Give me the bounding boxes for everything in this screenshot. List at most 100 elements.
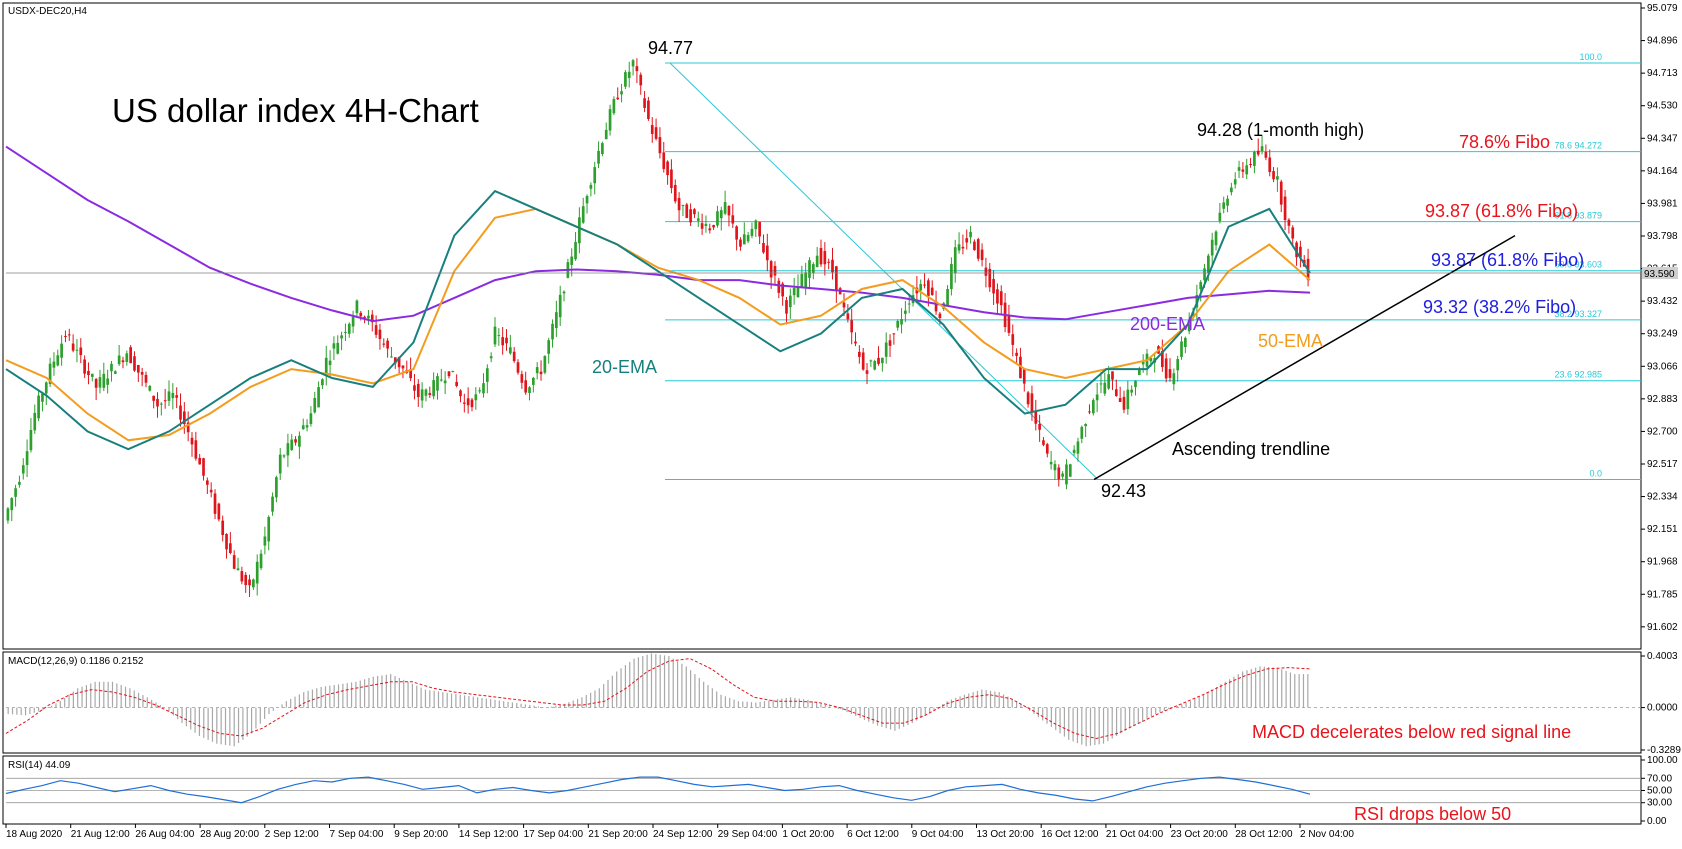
candle-body [558, 294, 562, 318]
candle-body [723, 202, 727, 214]
ascending-trendline [1093, 234, 1516, 481]
candle-body [670, 169, 673, 189]
candle-body [589, 184, 593, 189]
time-axis-label: 1 Oct 20:00 [782, 829, 834, 840]
price-axis-label: 94.713 [1647, 68, 1678, 79]
month-high-annotation: 94.28 (1-month high) [1197, 120, 1364, 140]
candle-body [313, 397, 317, 413]
candle-body [267, 516, 271, 542]
candle-body [336, 342, 340, 354]
candle-body [424, 389, 428, 396]
ema20-label: 20-EMA [592, 357, 657, 377]
candle-body [478, 390, 482, 392]
candle-body [1291, 227, 1295, 239]
candle-body [988, 268, 992, 288]
candle-body [94, 379, 98, 388]
candle-body [1214, 231, 1218, 246]
candle-body [10, 498, 14, 511]
candle-body [881, 357, 884, 364]
candle-body [1264, 151, 1268, 158]
candle-body [252, 579, 255, 588]
macd-label: MACD(12,26,9) 0.1186 0.2152 [8, 656, 144, 667]
candle-body [704, 223, 708, 226]
price-axis-label: 95.079 [1647, 3, 1678, 14]
fibonacci-levels: 100.0 78.6 94.272 61.8 93.879 50.0 93.603 38… [665, 52, 1641, 480]
time-axis-label: 21 Sep 20:00 [588, 829, 648, 840]
candle-body [815, 255, 819, 268]
macd-axis-label: 0.0000 [1647, 703, 1678, 714]
candle-body [167, 391, 171, 401]
candle-body [742, 234, 746, 245]
candle-body [796, 286, 800, 298]
rsi-axis-label: 0.00 [1647, 816, 1667, 827]
candle-body [1230, 187, 1233, 193]
rsi-annotation: RSI drops below 50 [1354, 804, 1511, 824]
candle-body [693, 209, 696, 215]
candle-body [719, 210, 723, 219]
candle-body [144, 374, 148, 383]
candle-body [56, 355, 60, 366]
candle-body [562, 291, 566, 294]
candle-body [497, 335, 501, 337]
candle-body [133, 356, 136, 371]
candle-body [121, 360, 125, 363]
price-axis-label: 92.700 [1647, 426, 1678, 437]
candle-body [1272, 171, 1275, 180]
candle-body [727, 205, 731, 216]
candle-body [1053, 464, 1057, 471]
candle-body [1107, 374, 1110, 389]
candle-body [255, 561, 259, 584]
price-axis-label: 93.066 [1647, 361, 1678, 372]
candle-body [1022, 369, 1026, 384]
candle-body [1111, 371, 1114, 380]
candle-body [1260, 146, 1264, 151]
candle-body [953, 247, 957, 274]
candle-body [904, 310, 907, 314]
candle-body [367, 315, 370, 319]
candle-body [811, 264, 815, 273]
candle-body [240, 571, 244, 582]
candle-body [735, 226, 738, 240]
candle-body [1019, 356, 1022, 379]
candle-body [996, 289, 999, 304]
candle-body [1130, 389, 1134, 393]
candle-body [1122, 396, 1126, 410]
candle-body [1084, 424, 1087, 427]
candle-body [136, 364, 140, 373]
candle-body [451, 370, 455, 373]
candle-body [930, 287, 934, 295]
fib-level-label: 38.2 93.327 [1554, 309, 1602, 319]
candle-body [555, 312, 558, 329]
fibo-786-annotation: 78.6% Fibo [1459, 132, 1550, 152]
candle-body [708, 228, 712, 231]
candle-body [298, 435, 301, 447]
time-axis-label: 28 Oct 12:00 [1235, 829, 1293, 840]
candle-body [470, 399, 474, 408]
candle-body [286, 443, 290, 456]
candle-body [401, 365, 405, 369]
macd-signal-line [5, 658, 1311, 740]
candle-body [324, 357, 328, 375]
candle-body [750, 228, 754, 236]
candle-body [163, 400, 167, 402]
candle-body [321, 379, 324, 386]
candle-body [685, 204, 689, 218]
candle-body [777, 280, 781, 293]
candle-body [973, 241, 976, 251]
candle-body [543, 356, 547, 373]
candle-body [658, 137, 662, 154]
candle-body [1218, 212, 1222, 221]
candle-body [140, 372, 144, 375]
main-panel-frame [2, 2, 1642, 650]
candle-body [1237, 167, 1241, 171]
candle-body [198, 457, 202, 465]
time-axis-label: 23 Oct 20:00 [1171, 829, 1229, 840]
candle-body [159, 403, 163, 405]
macd-annotation: MACD decelerates below red signal line [1252, 722, 1571, 742]
price-axis-label: 93.981 [1647, 198, 1678, 209]
candle-body [60, 343, 63, 358]
symbol-label: USDX-DEC20,H4 [8, 6, 87, 17]
candle-body [1184, 337, 1187, 348]
price-axis-label: 92.883 [1647, 394, 1678, 405]
candle-body [397, 357, 401, 368]
